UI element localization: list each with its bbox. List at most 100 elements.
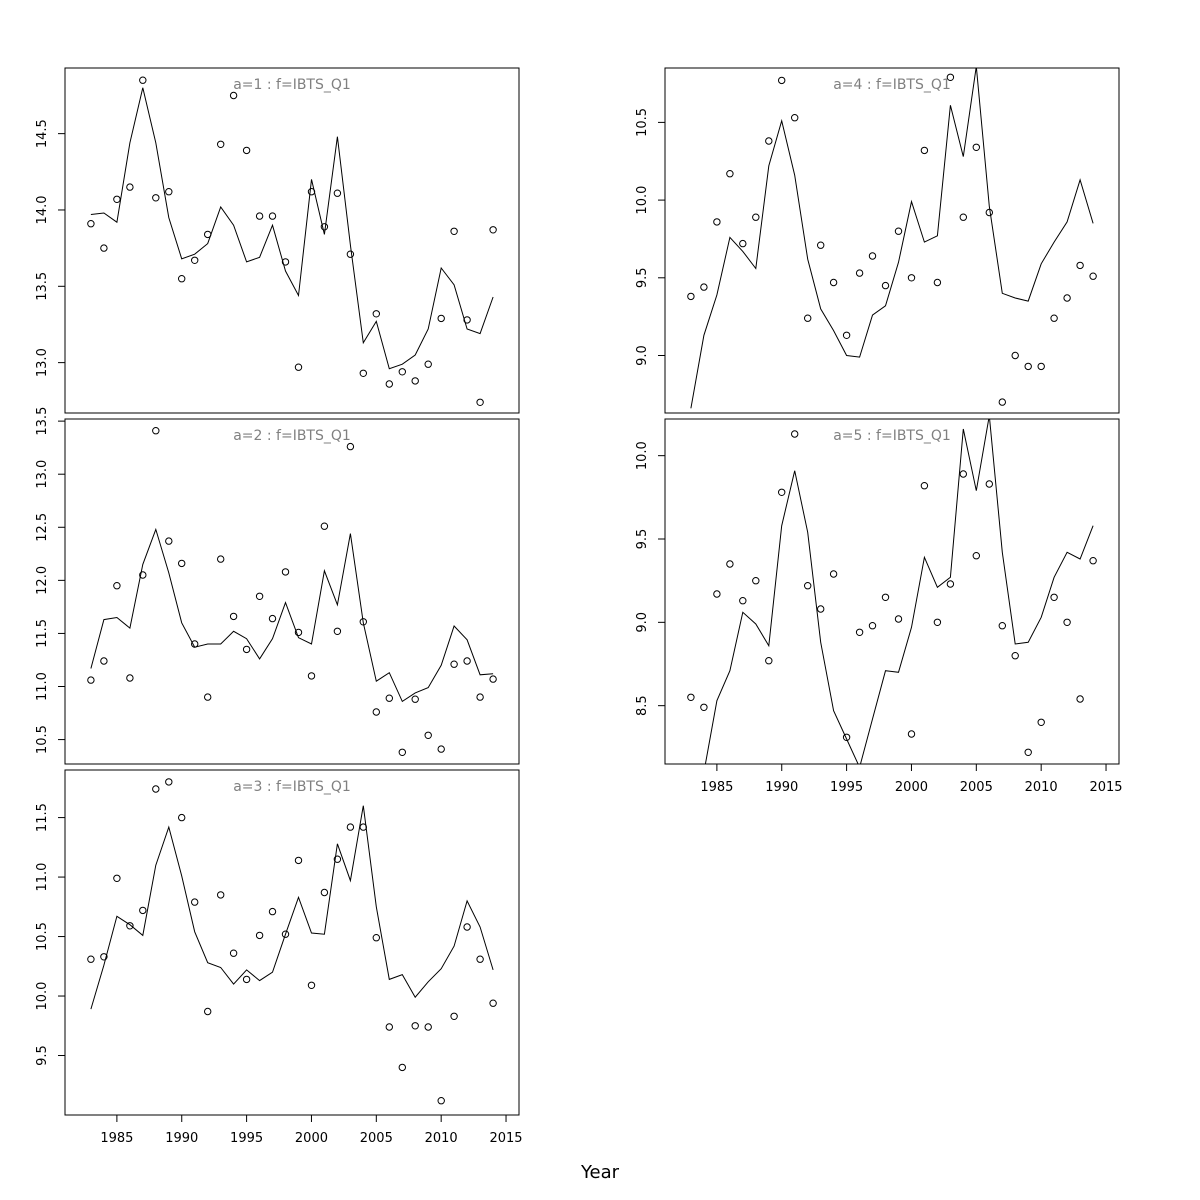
y-tick-label: 9.5 [35, 1045, 50, 1066]
observed-point [424, 360, 432, 368]
observed-point [217, 140, 225, 149]
y-tick-label: 11.5 [35, 619, 50, 648]
observed-point [333, 855, 342, 863]
observed-point [372, 934, 380, 942]
observed-point [113, 195, 121, 204]
observed-point [687, 693, 695, 701]
panels: a=1 : f=IBTS_Q1 13.0 13.5 14.0 14.5 a=2 : f=I… [35, 67, 1123, 1146]
observed-point [450, 1012, 458, 1020]
panel-frame [64, 769, 520, 1116]
observed-point [229, 91, 238, 100]
y-tick-label: 13.0 [35, 460, 50, 489]
observed-point [242, 645, 251, 654]
observed-point [229, 612, 238, 621]
y-tick-label: 14.5 [35, 119, 50, 148]
observed-point [713, 590, 721, 598]
observed-point [687, 292, 695, 301]
observed-point [778, 488, 786, 496]
observed-point [1024, 362, 1032, 371]
observed-point [868, 622, 877, 630]
y-tick-label: 12.0 [35, 566, 50, 595]
observed-point [178, 559, 186, 568]
observed-point [411, 377, 419, 385]
observed-point [855, 269, 864, 277]
observed-point [398, 748, 406, 756]
observed-point [868, 252, 877, 260]
observed-point [739, 597, 747, 605]
observed-point [294, 628, 303, 637]
observed-point [946, 73, 955, 82]
observed-point [398, 368, 406, 376]
observed-point [700, 283, 708, 291]
y-tick-label: 14.0 [35, 195, 50, 224]
observed-point [1011, 652, 1019, 660]
observed-point [191, 898, 199, 906]
observed-point [398, 1063, 406, 1072]
observed-point [739, 239, 747, 248]
observed-point [100, 953, 108, 961]
observed-point [307, 672, 316, 680]
observed-point [307, 188, 316, 196]
observed-point [829, 570, 838, 578]
observed-point [307, 981, 316, 989]
x-tick-label: 1990 [765, 780, 798, 795]
observed-point [1037, 362, 1045, 371]
observed-point [411, 1022, 419, 1030]
observed-point [320, 522, 329, 530]
observed-point [476, 398, 484, 406]
panel-title: a=2 : f=IBTS_Q1 [233, 428, 351, 444]
observed-point [726, 560, 734, 568]
observed-point [752, 213, 760, 221]
x-tick-label: 2015 [489, 1131, 522, 1146]
y-tick-label: 10.5 [35, 922, 50, 951]
x-tick-label: 2000 [895, 780, 928, 795]
observed-point [217, 555, 225, 563]
y-tick-label: 9.0 [635, 612, 650, 633]
observed-point [791, 430, 799, 438]
observed-point [959, 213, 967, 221]
panel-2: a=2 : f=IBTS_Q1 10.5 11.0 11.5 12.0 12.5 13.0 1… [35, 407, 520, 765]
observed-point [87, 676, 95, 684]
observed-point [346, 250, 355, 258]
panel-frame [664, 67, 1120, 414]
observed-point [804, 314, 812, 322]
observed-point [320, 888, 329, 897]
observed-point [191, 640, 199, 648]
plot-area [87, 76, 497, 406]
observed-point [463, 657, 471, 665]
observed-point [894, 615, 903, 623]
observed-point [411, 695, 419, 703]
observed-point [998, 622, 1006, 630]
observed-point [972, 552, 980, 560]
x-tick-label: 2010 [425, 1131, 458, 1146]
observed-point [165, 778, 173, 786]
observed-point [268, 614, 277, 623]
observed-point [152, 194, 160, 202]
observed-point [294, 856, 303, 865]
observed-point [489, 999, 497, 1007]
y-tick-label: 13.5 [35, 272, 50, 301]
observed-point [242, 975, 251, 984]
observed-point [100, 657, 108, 665]
plot-area [687, 68, 1097, 409]
observed-point [424, 731, 432, 739]
fitted-line [90, 805, 494, 1010]
y-tick-label: 10.0 [35, 982, 50, 1011]
observed-point [489, 226, 497, 234]
observed-point [113, 582, 121, 590]
observed-point [333, 627, 342, 635]
observed-point [424, 1023, 432, 1031]
panel-title: a=5 : f=IBTS_Q1 [833, 428, 951, 444]
observed-point [804, 582, 812, 590]
observed-point [152, 785, 160, 793]
observed-point [359, 823, 367, 831]
panel-5: a=5 : f=IBTS_Q1 8.5 9.0 9.5 10.0 1985 1990 1995… [635, 418, 1123, 795]
x-tick-label: 1995 [830, 780, 863, 795]
observed-point [959, 470, 967, 478]
observed-point [817, 605, 825, 613]
x-tick-label: 2005 [360, 1131, 393, 1146]
observed-point [333, 189, 342, 197]
observed-point [294, 363, 303, 371]
panel-3: a=3 : f=IBTS_Q1 9.5 10.0 10.5 11.0 11.5 1985 19… [35, 769, 523, 1146]
observed-point [700, 703, 708, 711]
